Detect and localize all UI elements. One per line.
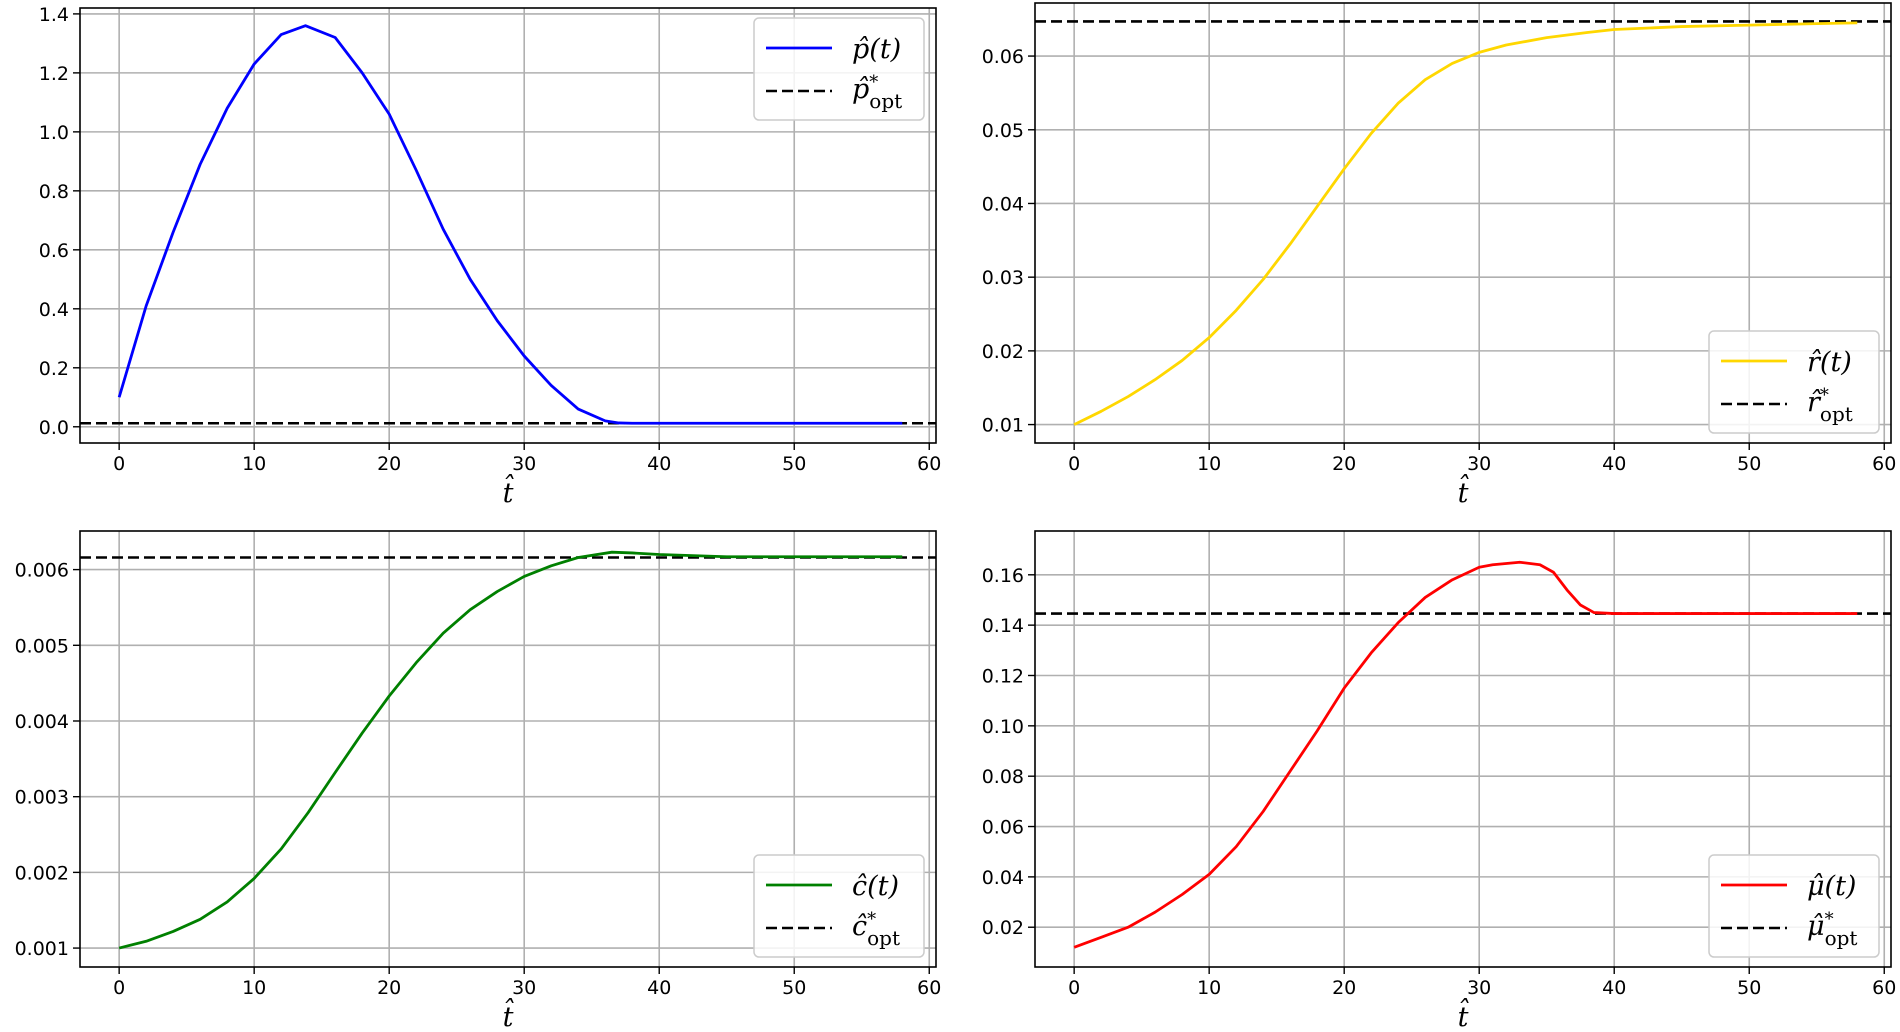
x-tick-label: 20 bbox=[1332, 977, 1356, 999]
chart-panel-c: 0 10 20 30 40 50 60 0.001 0.002 0.003 0.004 0.005 0.… bbox=[0, 516, 950, 1032]
chart-mu-svg: 0 10 20 30 40 50 60 0.02 0.04 0.06 0.08 0.10 0.12 0.1… bbox=[982, 530, 1896, 1032]
y-tick-label: 0.14 bbox=[982, 615, 1024, 637]
x-tick-label: 30 bbox=[1467, 453, 1491, 475]
x-tick-label: 0 bbox=[1068, 453, 1080, 475]
y-tick-label: 0.01 bbox=[982, 415, 1024, 437]
x-tick-label: 10 bbox=[242, 453, 266, 475]
chart-c-svg: 0 10 20 30 40 50 60 0.001 0.002 0.003 0.004 0.005 0.… bbox=[15, 530, 941, 1032]
y-tick-label: 0.005 bbox=[15, 635, 69, 657]
y-tick-label: 0.16 bbox=[982, 565, 1024, 587]
y-tick-label: 0.08 bbox=[982, 766, 1024, 788]
x-tick-label: 0 bbox=[1068, 977, 1080, 999]
legend-c: ĉ(t)ĉ* opt bbox=[753, 854, 925, 958]
series-line-mu bbox=[1073, 560, 1858, 949]
legend-label-series: p̂(t) bbox=[852, 34, 901, 65]
legend-box bbox=[753, 854, 925, 958]
x-axis-label-c: t̂ bbox=[503, 998, 514, 1032]
x-tick-label: 40 bbox=[647, 453, 671, 475]
chart-panel-p: 0 10 20 30 40 50 60 0.0 0.2 0.4 0.6 0.8 1.0 1.2 1.4 t̂ p… bbox=[0, 0, 950, 516]
x-axis-label-r: t̂ bbox=[1458, 474, 1469, 509]
x-tick-label: 50 bbox=[1737, 977, 1761, 999]
y-tick-label: 0.06 bbox=[982, 46, 1024, 68]
y-tick-label: 0.004 bbox=[15, 711, 69, 733]
legend-label-series: ĉ(t) bbox=[852, 871, 899, 902]
x-tick-label: 40 bbox=[1602, 453, 1626, 475]
legend-box bbox=[1708, 854, 1880, 958]
y-tick-label: 1.4 bbox=[39, 4, 69, 26]
x-tick-label: 30 bbox=[512, 453, 536, 475]
x-tick-label: 10 bbox=[1197, 453, 1221, 475]
y-tick-label: 0.2 bbox=[39, 358, 69, 380]
x-axis-label-p: t̂ bbox=[503, 474, 514, 509]
y-tick-label: 0.02 bbox=[982, 917, 1024, 939]
chart-r-svg: 0 10 20 30 40 50 60 0.01 0.02 0.03 0.04 0.05 0.06 t̂ r… bbox=[982, 2, 1896, 509]
x-tick-label: 10 bbox=[242, 977, 266, 999]
y-tick-label: 0.8 bbox=[39, 181, 69, 203]
y-tick-label: 0.003 bbox=[15, 787, 69, 809]
y-tick-label: 0.10 bbox=[982, 716, 1024, 738]
legend-box bbox=[753, 17, 925, 121]
series-line-c bbox=[118, 550, 903, 950]
y-tick-label: 0.04 bbox=[982, 193, 1024, 215]
y-tick-label: 0.12 bbox=[982, 665, 1024, 687]
chart-panel-r: 0 10 20 30 40 50 60 0.01 0.02 0.03 0.04 0.05 0.06 t̂ r… bbox=[950, 0, 1900, 516]
legend-mu: μ̂(t)μ̂* opt bbox=[1708, 854, 1880, 958]
legend-box bbox=[1708, 330, 1880, 434]
y-tick-label: 0.4 bbox=[39, 299, 69, 321]
series-line-p bbox=[117, 24, 903, 425]
x-tick-label: 20 bbox=[1332, 453, 1356, 475]
x-axis-label-mu: t̂ bbox=[1458, 998, 1469, 1032]
grid-r bbox=[1035, 3, 1891, 443]
x-tick-label: 10 bbox=[1197, 977, 1221, 999]
x-tick-label: 60 bbox=[1872, 977, 1896, 999]
chart-panel-mu: 0 10 20 30 40 50 60 0.02 0.04 0.06 0.08 0.10 0.12 0.1… bbox=[950, 516, 1900, 1032]
legend-label-series: r̂(t) bbox=[1807, 347, 1852, 378]
legend-p: p̂(t)p̂* opt bbox=[753, 17, 925, 121]
x-tick-label: 0 bbox=[113, 977, 125, 999]
plot-frame-c bbox=[79, 530, 937, 968]
y-tick-label: 0.03 bbox=[982, 267, 1024, 289]
x-tick-label: 60 bbox=[917, 977, 941, 999]
x-tick-label: 40 bbox=[1602, 977, 1626, 999]
x-tick-label: 40 bbox=[647, 977, 671, 999]
x-tick-label: 50 bbox=[782, 453, 806, 475]
y-tick-label: 1.2 bbox=[39, 63, 69, 85]
chart-p-svg: 0 10 20 30 40 50 60 0.0 0.2 0.4 0.6 0.8 1.0 1.2 1.4 t̂ p… bbox=[39, 4, 942, 509]
plot-frame-p bbox=[79, 7, 937, 444]
x-tick-label: 30 bbox=[1467, 977, 1491, 999]
x-tick-label: 20 bbox=[377, 977, 401, 999]
x-tick-label: 0 bbox=[113, 453, 125, 475]
y-tick-label: 0.006 bbox=[15, 560, 69, 582]
y-tick-label: 1.0 bbox=[39, 122, 69, 144]
y-tick-label: 0.02 bbox=[982, 341, 1024, 363]
x-tick-label: 20 bbox=[377, 453, 401, 475]
x-tick-label: 50 bbox=[782, 977, 806, 999]
plot-frame-mu bbox=[1034, 530, 1892, 968]
x-tick-label: 30 bbox=[512, 977, 536, 999]
y-tick-label: 0.05 bbox=[982, 120, 1024, 142]
y-tick-label: 0.06 bbox=[982, 817, 1024, 839]
plot-frame-r bbox=[1034, 2, 1892, 444]
x-tick-label: 50 bbox=[1737, 453, 1761, 475]
y-tick-label: 0.04 bbox=[982, 867, 1024, 889]
y-tick-label: 0.6 bbox=[39, 240, 69, 262]
y-tick-label: 0.0 bbox=[39, 417, 69, 439]
x-tick-label: 60 bbox=[1872, 453, 1896, 475]
legend-label-series: μ̂(t) bbox=[1807, 871, 1856, 902]
grid-mu bbox=[1035, 531, 1891, 967]
legend-r: r̂(t)r̂* opt bbox=[1708, 330, 1880, 434]
x-tick-label: 60 bbox=[917, 453, 941, 475]
series-line-r bbox=[1073, 21, 1858, 426]
y-tick-label: 0.002 bbox=[15, 862, 69, 884]
y-tick-label: 0.001 bbox=[15, 938, 69, 960]
